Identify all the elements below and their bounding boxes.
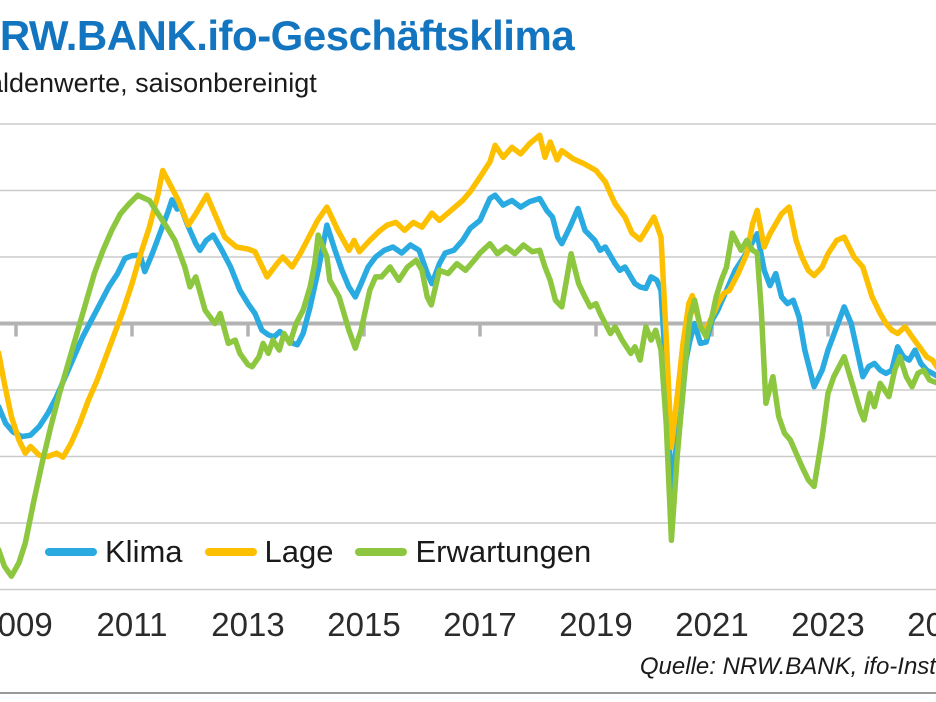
legend-item-klima: Klima [45, 534, 183, 570]
erwartungen-line-swatch-icon [355, 548, 408, 556]
legend-item-lage: Lage [204, 534, 334, 570]
series-erwartungen-line [0, 192, 936, 579]
year-label: 2023 [791, 606, 865, 643]
page-title: NRW.BANK.ifo-Geschäftsklima [0, 12, 575, 59]
legend-label: Lage [264, 534, 334, 569]
year-label: 2019 [559, 606, 633, 643]
year-label: 2009 [0, 606, 53, 643]
year-label: 2025 [907, 606, 936, 643]
page-subtitle: Saldenwerte, saisonbereinigt [0, 68, 317, 98]
series-lage-line [0, 132, 936, 460]
x-axis-labels: 2009 2011 2013 2015 2017 2019 2021 2023 2025 [0, 606, 936, 646]
legend: Klima Lage Erwartungen [45, 534, 591, 570]
year-label: 2017 [443, 606, 517, 643]
klima-line-swatch-icon [45, 548, 97, 556]
legend-label: Klima [105, 534, 183, 569]
year-label: 2021 [675, 606, 749, 643]
legend-label: Erwartungen [415, 534, 592, 569]
plot-svg [0, 123, 936, 591]
legend-item-erwartungen: Erwartungen [355, 534, 591, 570]
lage-line-swatch-icon [204, 548, 257, 556]
year-label: 2015 [327, 606, 401, 643]
source-note: Quelle: NRW.BANK, ifo-Institut [639, 653, 936, 680]
year-label: 2013 [211, 606, 285, 643]
bottom-rule [0, 692, 936, 694]
year-label: 2011 [96, 606, 168, 643]
series-klima-line [0, 192, 936, 493]
